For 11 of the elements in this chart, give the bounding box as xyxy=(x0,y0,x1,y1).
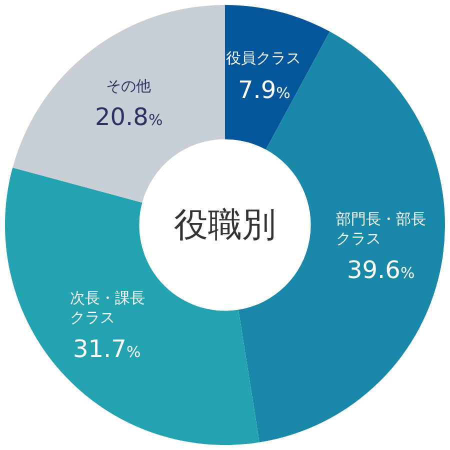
donut-slice xyxy=(12,5,225,203)
text: 役職別 xyxy=(174,205,276,245)
data-label: 39.6% xyxy=(347,256,415,284)
slice-label: 役員クラス xyxy=(226,49,301,67)
donut-slice xyxy=(225,5,330,150)
data-label: 20.8% xyxy=(95,103,163,131)
slice-label: その他 xyxy=(106,77,151,95)
data-label: 7.9% xyxy=(238,76,290,104)
slice-label: 次長・課長クラス xyxy=(70,289,145,326)
data-label: 31.7% xyxy=(73,335,141,363)
slice-label: 部門長・部長クラス xyxy=(336,210,426,248)
